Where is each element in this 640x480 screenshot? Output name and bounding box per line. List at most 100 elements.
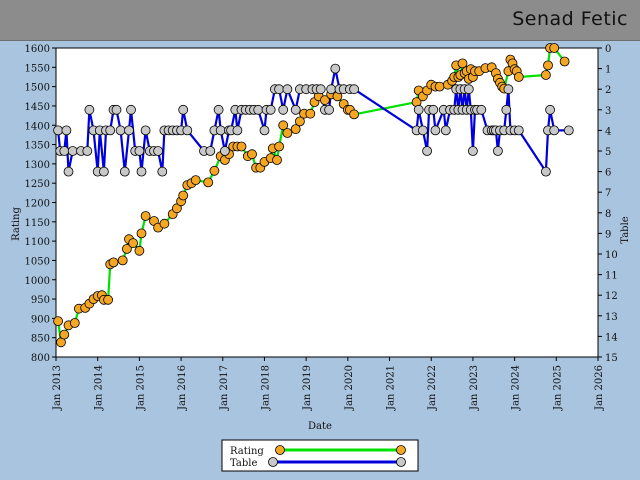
table-point xyxy=(413,104,424,115)
x-tick-label: Jan 2017 xyxy=(219,365,230,411)
right-tick-label: 1 xyxy=(605,65,611,76)
right-tick-label: 9 xyxy=(605,229,611,240)
table-point xyxy=(503,84,514,95)
table-point xyxy=(126,104,136,115)
rating-point xyxy=(541,70,551,80)
table-point xyxy=(545,104,555,115)
rating-point xyxy=(69,318,80,328)
rating-point xyxy=(349,109,360,120)
table-point xyxy=(278,104,289,115)
table-point xyxy=(205,146,216,156)
rating-point xyxy=(108,257,119,268)
legend-rating-marker-start xyxy=(275,445,285,455)
left-tick-label: 1100 xyxy=(25,237,50,248)
rating-point xyxy=(53,316,63,327)
table-point xyxy=(315,84,326,95)
table-point xyxy=(134,146,145,156)
table-point xyxy=(501,104,512,115)
table-point xyxy=(430,125,441,136)
table-point xyxy=(115,125,126,136)
right-tick-label: 14 xyxy=(605,332,618,343)
table-point xyxy=(215,125,226,136)
table-point xyxy=(440,125,451,136)
x-tick-label: Jan 2024 xyxy=(511,365,522,411)
left-tick-label: 850 xyxy=(31,334,50,345)
left-tick-label: 950 xyxy=(31,295,50,306)
right-tick-label: 0 xyxy=(605,44,611,55)
title-bar: Senad Fetic xyxy=(0,0,640,41)
table-point xyxy=(513,125,524,136)
right-tick-label: 10 xyxy=(605,250,618,261)
x-axis-label: Date xyxy=(308,421,332,432)
right-tick-label: 4 xyxy=(605,126,611,137)
left-axis-ticks: 800 850 900 950 1000 1050 1100 1150 1200 1250 1300… xyxy=(25,44,56,364)
x-tick-label: Jan 2021 xyxy=(386,365,397,411)
table-point xyxy=(140,125,151,136)
left-tick-label: 1050 xyxy=(25,256,50,267)
table-point xyxy=(563,125,574,136)
table-point xyxy=(349,84,360,95)
legend-rating-label: Rating xyxy=(230,446,264,457)
rating-point xyxy=(140,211,151,221)
rating-point xyxy=(513,72,524,82)
left-tick-label: 900 xyxy=(31,314,50,325)
table-point xyxy=(232,125,243,136)
rating-point xyxy=(305,108,316,119)
rating-point xyxy=(549,43,560,53)
rating-point xyxy=(122,243,132,254)
table-point xyxy=(63,166,74,177)
x-tick-label: Jan 2025 xyxy=(552,365,563,411)
rating-point xyxy=(59,329,70,340)
rating-point xyxy=(128,238,139,249)
rating-point xyxy=(278,120,289,131)
table-point xyxy=(82,146,93,156)
rating-point xyxy=(290,124,301,135)
table-point xyxy=(282,84,293,95)
table-point xyxy=(84,104,95,115)
x-tick-label: Jan 2023 xyxy=(469,365,480,411)
rating-point xyxy=(247,149,257,160)
table-point xyxy=(105,125,116,136)
x-axis-ticks: Jan 2013 Jan 2014 Jan 2015 Jan 2016 Jan 2017… xyxy=(52,357,605,411)
left-tick-label: 1300 xyxy=(25,160,50,171)
legend-table-marker-start xyxy=(268,457,278,467)
table-point xyxy=(253,104,264,115)
table-point xyxy=(492,146,503,156)
right-tick-label: 7 xyxy=(605,188,611,199)
rating-point xyxy=(274,141,285,152)
right-tick-label: 8 xyxy=(605,209,611,220)
rating-point xyxy=(134,245,145,256)
left-tick-label: 1600 xyxy=(25,44,50,55)
table-point xyxy=(422,146,433,156)
rating-point xyxy=(457,58,468,69)
table-point xyxy=(136,166,147,177)
rating-point xyxy=(294,116,305,127)
rating-point xyxy=(178,190,189,201)
rating-point xyxy=(543,60,553,71)
table-point xyxy=(119,166,130,177)
rating-point xyxy=(103,294,113,305)
legend-box xyxy=(221,439,419,472)
table-point xyxy=(153,146,164,156)
x-tick-label: Jan 2014 xyxy=(94,365,105,411)
table-point xyxy=(178,104,189,115)
series-layer xyxy=(53,43,574,348)
rating-point xyxy=(272,155,282,165)
x-tick-label: Jan 2013 xyxy=(52,365,63,411)
x-tick-label: Jan 2020 xyxy=(344,365,355,411)
legend-table-label: Table xyxy=(230,458,257,469)
table-point xyxy=(111,104,122,115)
table-point xyxy=(467,146,478,156)
right-tick-label: 6 xyxy=(605,168,611,179)
rating-point xyxy=(203,177,214,188)
right-tick-label: 2 xyxy=(605,85,611,96)
table-point xyxy=(61,125,72,136)
rating-point xyxy=(559,56,570,67)
right-tick-label: 12 xyxy=(605,291,618,302)
x-tick-label: Jan 2015 xyxy=(135,365,146,411)
right-tick-label: 5 xyxy=(605,147,611,158)
table-point xyxy=(213,104,224,115)
left-tick-label: 1400 xyxy=(25,121,50,132)
